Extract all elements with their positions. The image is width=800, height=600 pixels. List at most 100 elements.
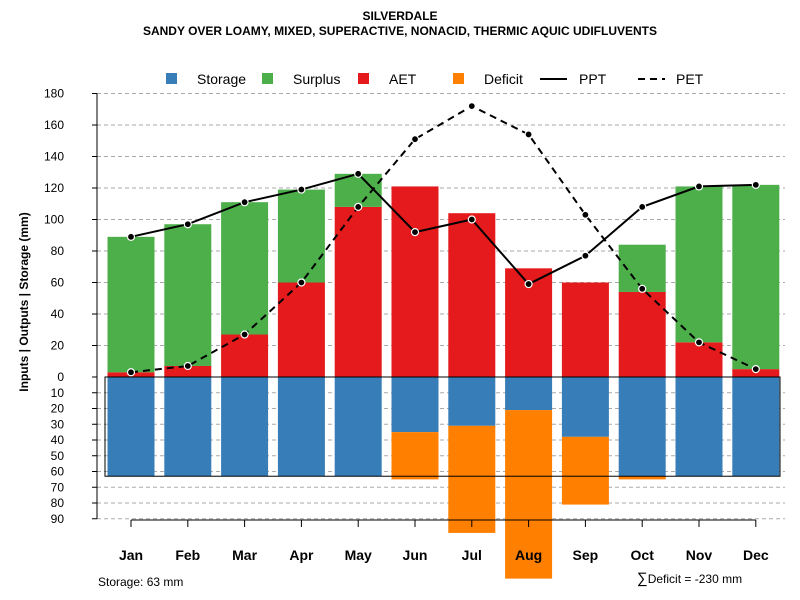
bar-storage-Oct bbox=[618, 377, 666, 477]
x-tick-label-Sep: Sep bbox=[573, 547, 599, 563]
line-layer bbox=[126, 101, 760, 377]
bar-aet-Nov bbox=[675, 342, 723, 377]
legend-label-storage: Storage bbox=[197, 71, 246, 87]
y-tick-label: 180 bbox=[44, 87, 64, 101]
y-tick-label: 160 bbox=[44, 118, 64, 132]
point-pet-May bbox=[354, 202, 363, 211]
x-tick-label-Jun: Jun bbox=[403, 547, 428, 563]
bar-surplus-Nov bbox=[675, 186, 723, 343]
y-tick-label: 80 bbox=[51, 496, 65, 510]
legend-swatch-surplus bbox=[262, 73, 273, 84]
point-ppt-Oct bbox=[638, 202, 647, 211]
bar-storage-Jan bbox=[107, 377, 155, 477]
bar-surplus-Feb bbox=[164, 224, 212, 366]
sum-symbol: ∑ bbox=[637, 570, 648, 587]
y-tick-label: 0 bbox=[57, 370, 64, 384]
point-ppt-Jul bbox=[467, 215, 476, 224]
bar-surplus-Dec bbox=[732, 184, 780, 370]
bar-storage-Jun bbox=[391, 377, 439, 433]
bar-deficit-Oct bbox=[618, 476, 666, 480]
y-tick-label: 20 bbox=[51, 402, 65, 416]
bar-deficit-Jul bbox=[448, 425, 496, 533]
x-tick-label-Aug: Aug bbox=[515, 547, 542, 563]
y-tick-label: 90 bbox=[51, 512, 65, 526]
bar-storage-Feb bbox=[164, 377, 212, 477]
point-ppt-Aug bbox=[524, 279, 533, 289]
x-tick-label-May: May bbox=[345, 547, 372, 563]
bar-aet-Mar bbox=[221, 334, 269, 377]
bar-storage-Sep bbox=[561, 377, 609, 437]
bar-storage-Nov bbox=[675, 377, 723, 477]
y-tick-label: 20 bbox=[51, 339, 65, 353]
bar-surplus-Jan bbox=[107, 236, 155, 373]
point-ppt-Jun bbox=[410, 228, 420, 237]
y-tick-label: 100 bbox=[44, 213, 64, 227]
x-tick-label-Dec: Dec bbox=[743, 547, 769, 563]
point-ppt-Jan bbox=[126, 232, 136, 241]
point-pet-Mar bbox=[240, 330, 249, 339]
bar-deficit-Jun bbox=[391, 432, 439, 480]
legend-label-deficit: Deficit bbox=[484, 71, 523, 87]
bar-storage-Apr bbox=[277, 377, 325, 477]
legend-swatch-aet bbox=[358, 73, 369, 84]
point-ppt-Apr bbox=[297, 185, 306, 194]
bar-aet-May bbox=[334, 206, 382, 377]
legend-label-surplus: Surplus bbox=[293, 71, 340, 87]
x-tick-label-Oct: Oct bbox=[631, 547, 655, 563]
legend-swatch-deficit bbox=[453, 73, 464, 84]
bar-deficit-Sep bbox=[561, 436, 609, 505]
bar-surplus-Apr bbox=[277, 189, 325, 283]
y-tick-label: 140 bbox=[44, 150, 64, 164]
y-tick-label: 60 bbox=[51, 276, 65, 290]
point-pet-Sep bbox=[581, 210, 590, 219]
point-ppt-Nov bbox=[694, 182, 704, 191]
point-pet-Nov bbox=[694, 338, 704, 347]
bar-aet-Sep bbox=[561, 282, 609, 377]
y-tick-label: 50 bbox=[51, 449, 65, 463]
legend: Storage Surplus AET Deficit PPT PET bbox=[166, 71, 704, 87]
point-pet-Oct bbox=[638, 284, 647, 293]
point-pet-Feb bbox=[183, 361, 192, 371]
line-pet bbox=[130, 104, 757, 374]
y-tick-label: 10 bbox=[51, 386, 65, 400]
bar-storage-Jul bbox=[448, 377, 496, 426]
bar-aet-Apr bbox=[277, 282, 325, 377]
bar-aet-Jun bbox=[391, 186, 439, 377]
point-ppt-Sep bbox=[581, 251, 590, 260]
line-ppt bbox=[130, 172, 756, 286]
point-pet-Jul bbox=[467, 101, 476, 111]
x-tick-label-Nov: Nov bbox=[686, 547, 713, 563]
grid-lines bbox=[97, 93, 785, 520]
legend-label-pet: PET bbox=[676, 71, 704, 87]
y-tick-label: 60 bbox=[51, 465, 65, 479]
x-tick-label-Apr: Apr bbox=[289, 547, 314, 563]
point-ppt-Feb bbox=[183, 220, 192, 229]
point-pet-Jun bbox=[410, 135, 420, 144]
bar-deficit-Aug bbox=[505, 410, 553, 579]
storage-capacity-box bbox=[104, 376, 781, 477]
y-tick-label: 40 bbox=[51, 433, 65, 447]
chart-subtitle: SANDY OVER LOAMY, MIXED, SUPERACTIVE, NO… bbox=[142, 24, 658, 38]
deficit-text: Deficit = -230 mm bbox=[647, 572, 743, 586]
bar-surplus-Mar bbox=[221, 202, 269, 335]
legend-label-aet: AET bbox=[389, 71, 417, 87]
storage-note: Storage: 63 mm bbox=[98, 575, 184, 589]
y-tick-label: 120 bbox=[44, 181, 64, 195]
y-tick-label: 40 bbox=[51, 307, 65, 321]
x-tick-label-Jul: Jul bbox=[462, 547, 482, 563]
chart-title: SILVERDALE bbox=[362, 9, 438, 23]
axes: 0204060801001201401601801020304050607080… bbox=[44, 87, 769, 564]
y-tick-label: 70 bbox=[51, 480, 65, 494]
bar-storage-Dec bbox=[732, 377, 780, 477]
legend-swatch-storage bbox=[166, 73, 177, 84]
bar-aet-Feb bbox=[164, 365, 212, 377]
y-tick-label: 30 bbox=[51, 417, 65, 431]
point-pet-Jan bbox=[126, 368, 136, 377]
bar-layer bbox=[107, 173, 780, 579]
point-ppt-Dec bbox=[751, 180, 760, 189]
point-pet-Apr bbox=[297, 278, 306, 287]
bar-storage-Mar bbox=[221, 377, 269, 477]
point-pet-Aug bbox=[524, 130, 533, 139]
y-tick-label: 80 bbox=[51, 244, 65, 258]
